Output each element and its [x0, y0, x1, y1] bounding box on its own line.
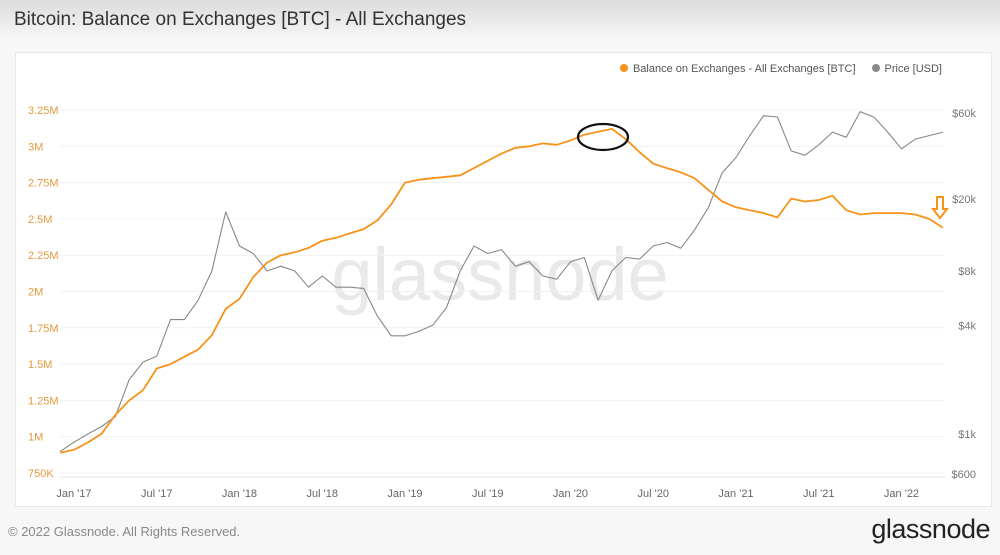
watermark: glassnode: [331, 233, 668, 316]
y-left-tick-label: 3.25M: [28, 105, 59, 117]
x-tick-label: Jul '19: [472, 488, 503, 500]
x-tick-label: Jul '21: [803, 488, 834, 500]
y-right-tick-label: $20k: [952, 194, 976, 206]
legend-item-price[interactable]: Price [USD]: [871, 63, 942, 75]
y-right-tick-label: $600: [952, 469, 976, 481]
annotation-ellipse: [576, 122, 630, 152]
x-tick-label: Jan '21: [718, 488, 753, 500]
y-left-tick-label: 2.5M: [28, 214, 52, 226]
x-tick-label: Jul '18: [307, 488, 338, 500]
top-bar: [0, 0, 1000, 40]
legend-label-price: Price [USD]: [884, 63, 942, 75]
glassnode-logo[interactable]: glassnode: [871, 514, 990, 544]
legend-item-balance[interactable]: Balance on Exchanges - All Exchanges [BT…: [619, 63, 856, 75]
y-right-tick-label: $8k: [958, 266, 976, 278]
x-tick-label: Jul '20: [638, 488, 669, 500]
x-tick-label: Jan '18: [222, 488, 257, 500]
y-left-tick-label: 2.75M: [28, 178, 59, 190]
y-left-tick-label: 750K: [28, 468, 54, 480]
y-right-tick-label: $1k: [958, 429, 976, 441]
legend-label-balance: Balance on Exchanges - All Exchanges [BT…: [632, 63, 856, 75]
y-left-tick-label: 2M: [28, 287, 43, 299]
y-left-tick-label: 3M: [28, 141, 43, 153]
y-left-tick-label: 1.75M: [28, 323, 59, 335]
x-tick-label: Jan '17: [56, 488, 91, 500]
y-right-tick-label: $60k: [952, 108, 976, 120]
price-dot-icon: [871, 64, 880, 72]
y-left-tick-label: 1.5M: [28, 359, 52, 371]
balance-line: [60, 127, 944, 454]
y-left-tick-label: 2.25M: [28, 250, 59, 262]
y-left-tick-label: 1.25M: [28, 395, 59, 407]
legend: Balance on Exchanges - All Exchanges [BT…: [619, 63, 942, 75]
x-tick-label: Jul '17: [141, 488, 172, 500]
price-line: [59, 111, 944, 452]
chart-card: [15, 52, 992, 507]
x-tick-label: Jan '20: [553, 488, 588, 500]
annotation-down-arrow-icon: [930, 196, 950, 220]
y-left-tick-label: 1M: [28, 432, 43, 444]
x-tick-label: Jan '22: [884, 488, 919, 500]
x-tick-label: Jan '19: [387, 488, 422, 500]
y-right-tick-label: $4k: [958, 320, 976, 332]
page-title: Bitcoin: Balance on Exchanges [BTC] - Al…: [14, 9, 467, 30]
copyright: © 2022 Glassnode. All Rights Reserved.: [8, 524, 241, 539]
balance-dot-icon: [619, 64, 628, 72]
